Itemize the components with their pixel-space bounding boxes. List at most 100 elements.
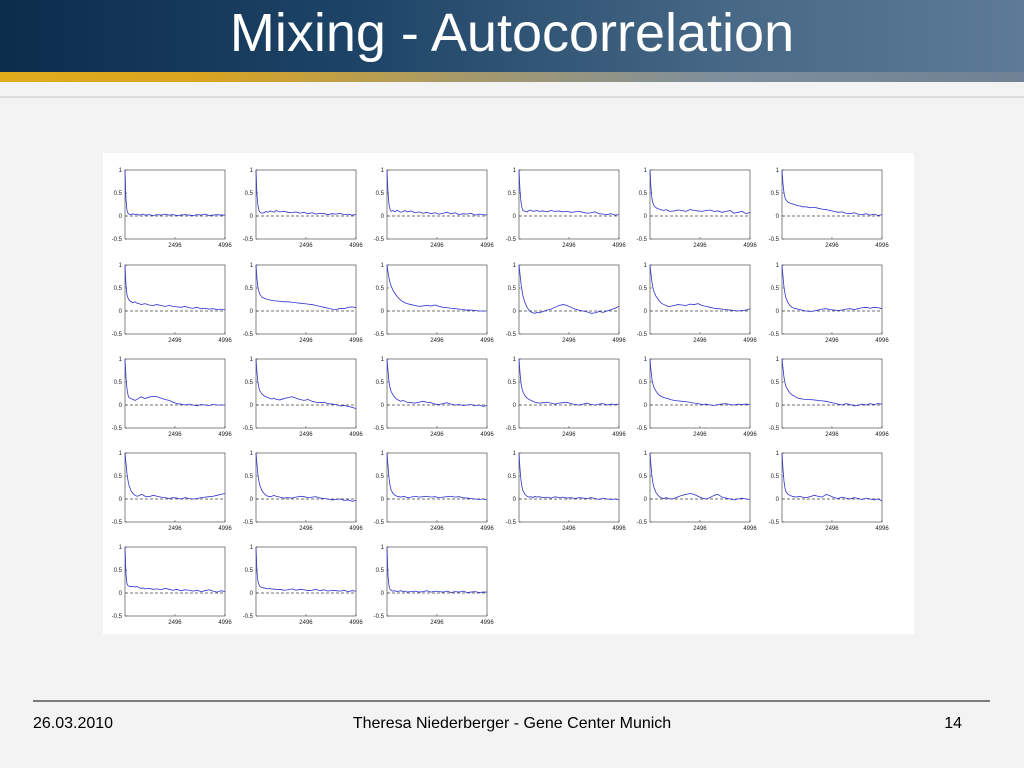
y-tick-label: 0.5 (508, 286, 517, 292)
y-tick-label: 0.5 (771, 474, 780, 480)
x-tick-label: 2496 (299, 243, 313, 249)
y-tick-label: 1 (381, 168, 385, 174)
accent-bar (0, 72, 1024, 82)
subplot-19: 1 0.5 0 -0.5 2496 4996 (112, 451, 233, 532)
subplot-23: 1 0.5 0 -0.5 2496 4996 (637, 451, 758, 532)
autocorrelation-series-line (518, 358, 620, 406)
y-tick-label: 0 (776, 214, 780, 220)
y-tick-label: 0 (513, 214, 517, 220)
subplot-axes-box (649, 264, 751, 335)
subplot-axes-box (386, 452, 488, 523)
y-tick-label: -0.5 (112, 614, 123, 620)
y-tick-label: 0.5 (771, 380, 780, 386)
y-tick-label: 1 (776, 168, 780, 174)
x-tick-label: 2496 (562, 338, 576, 344)
y-tick-label: -0.5 (374, 237, 385, 243)
x-tick-label: 4996 (349, 526, 363, 532)
x-tick-label: 4996 (480, 243, 494, 249)
autocorrelation-series-line (386, 169, 488, 216)
subplot-axes-box (255, 264, 357, 335)
subplot-12: 1 0.5 0 -0.5 2496 4996 (769, 263, 890, 344)
y-tick-label: -0.5 (374, 426, 385, 432)
y-tick-label: 0 (644, 214, 648, 220)
subplot-axes-box (124, 452, 226, 523)
subplot-8: 1 0.5 0 -0.5 2496 4996 (243, 263, 364, 344)
x-tick-label: 2496 (168, 526, 182, 532)
y-tick-label: 0.5 (508, 474, 517, 480)
page-number: 14 (944, 715, 962, 732)
y-tick-label: 0 (776, 497, 780, 503)
y-tick-label: -0.5 (637, 237, 648, 243)
y-tick-label: 0.5 (245, 380, 254, 386)
y-tick-label: 0.5 (376, 286, 385, 292)
x-tick-label: 2496 (825, 243, 839, 249)
y-tick-label: -0.5 (374, 520, 385, 526)
autocorrelation-series-line (124, 452, 226, 500)
y-tick-label: 0 (381, 214, 385, 220)
subplot-4: 1 0.5 0 -0.5 2496 4996 (506, 168, 627, 249)
slide-title: Mixing - Autocorrelation (229, 3, 795, 63)
y-tick-label: -0.5 (374, 614, 385, 620)
footer-author: Theresa Niederberger - Gene Center Munic… (352, 715, 672, 732)
autocorrelation-series-line (649, 358, 751, 406)
y-tick-label: 0.5 (508, 191, 517, 197)
x-tick-label: 2496 (825, 526, 839, 532)
y-tick-label: 0.5 (639, 191, 648, 197)
autocorrelation-series-line (518, 264, 620, 314)
autocorrelation-series-line (255, 264, 357, 311)
x-tick-label: 4996 (743, 243, 757, 249)
y-tick-label: 1 (513, 263, 517, 269)
y-tick-label: 0 (381, 497, 385, 503)
autocorrelation-series-line (518, 169, 620, 216)
autocorrelation-series-line (124, 264, 226, 311)
x-tick-label: 2496 (430, 338, 444, 344)
subplot-10: 1 0.5 0 -0.5 2496 4996 (506, 263, 627, 344)
subplot-15: 1 0.5 0 -0.5 2496 4996 (374, 357, 495, 438)
y-tick-label: 0 (250, 309, 254, 315)
y-tick-label: 0 (250, 214, 254, 220)
y-tick-label: 1 (119, 545, 123, 551)
y-tick-label: 0.5 (376, 568, 385, 574)
subplot-27: 1 0.5 0 -0.5 2496 4996 (374, 545, 495, 626)
y-tick-label: 0.5 (639, 474, 648, 480)
subplot-axes-box (386, 169, 488, 240)
x-tick-label: 2496 (693, 243, 707, 249)
plot-grid: 1 0.5 0 -0.5 2496 4996 1 0.5 0 -0.5 2496 4996 1 0.5 0 -… (112, 168, 890, 626)
x-tick-label: 4996 (480, 620, 494, 626)
y-tick-label: 1 (119, 357, 123, 363)
subplot-axes-box (386, 546, 488, 617)
y-tick-label: -0.5 (506, 520, 517, 526)
y-tick-label: -0.5 (506, 426, 517, 432)
subplot-20: 1 0.5 0 -0.5 2496 4996 (243, 451, 364, 532)
y-tick-label: -0.5 (112, 237, 123, 243)
autocorrelation-series-line (124, 546, 226, 593)
x-tick-label: 4996 (875, 243, 889, 249)
y-tick-label: -0.5 (243, 237, 254, 243)
subplot-axes-box (386, 358, 488, 429)
y-tick-label: -0.5 (506, 332, 517, 338)
y-tick-label: 1 (381, 357, 385, 363)
x-tick-label: 4996 (875, 338, 889, 344)
subplot-2: 1 0.5 0 -0.5 2496 4996 (243, 168, 364, 249)
autocorrelation-series-line (124, 169, 225, 216)
subplot-axes-box (649, 169, 751, 240)
x-tick-label: 4996 (612, 243, 626, 249)
y-tick-label: 0 (644, 497, 648, 503)
subplot-axes-box (386, 264, 488, 335)
subplot-axes-box (124, 169, 226, 240)
y-tick-label: 0 (513, 403, 517, 409)
x-tick-label: 2496 (430, 243, 444, 249)
x-tick-label: 4996 (743, 526, 757, 532)
x-tick-label: 2496 (825, 338, 839, 344)
y-tick-label: -0.5 (243, 614, 254, 620)
autocorrelation-series-line (255, 546, 357, 593)
x-tick-label: 4996 (349, 432, 363, 438)
y-tick-label: -0.5 (769, 237, 780, 243)
x-tick-label: 2496 (168, 432, 182, 438)
subplot-axes-box (781, 452, 883, 523)
y-tick-label: 1 (513, 451, 517, 457)
y-tick-label: -0.5 (243, 520, 254, 526)
y-tick-label: 1 (250, 263, 254, 269)
x-tick-label: 4996 (612, 338, 626, 344)
y-tick-label: 1 (250, 357, 254, 363)
